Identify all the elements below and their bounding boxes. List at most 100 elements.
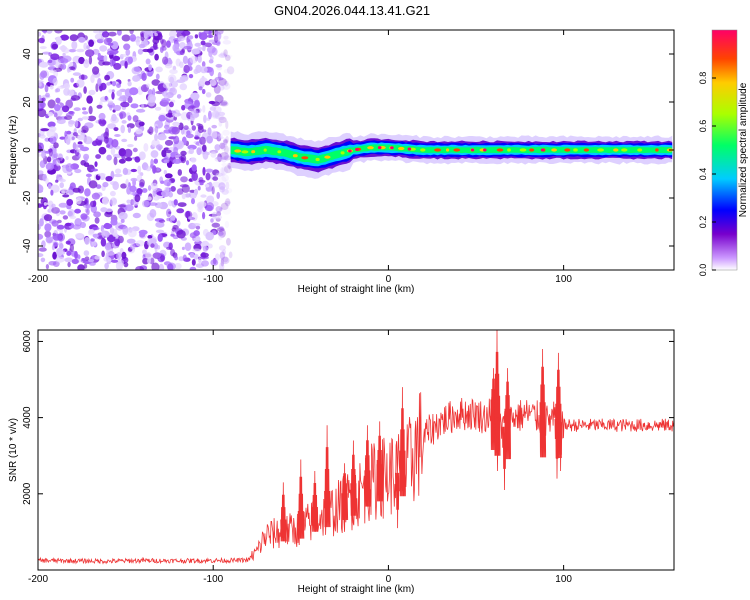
noise-blob <box>132 75 140 82</box>
noise-blob <box>97 78 102 87</box>
noise-blob <box>191 164 197 172</box>
noise-blob <box>181 104 186 111</box>
noise-blob <box>92 66 100 75</box>
noise-blob <box>132 212 141 219</box>
noise-blob <box>173 199 178 206</box>
signal-peak <box>263 148 267 152</box>
noise-blob <box>117 204 126 208</box>
noise-blob <box>114 238 121 247</box>
signal-peak <box>324 155 331 159</box>
noise-blob <box>126 123 135 129</box>
noise-blob <box>202 144 207 152</box>
noise-blob <box>228 251 233 259</box>
noise-blob <box>95 154 101 159</box>
signal-peak <box>573 148 578 152</box>
noise-blob <box>152 252 162 259</box>
colorbar-tick-label: 0.2 <box>698 216 708 229</box>
noise-blob <box>220 101 229 107</box>
noise-blob <box>187 144 197 150</box>
noise-blob <box>88 229 95 234</box>
noise-blob <box>88 89 96 96</box>
noise-blob <box>163 179 172 187</box>
noise-blob <box>157 133 167 141</box>
noise-blob <box>56 247 63 257</box>
noise-blob <box>170 186 176 192</box>
noise-blob <box>154 133 158 141</box>
noise-blob <box>69 215 77 220</box>
signal-peak <box>496 148 504 152</box>
noise-blob <box>158 263 165 270</box>
noise-blob <box>86 45 90 50</box>
noise-blob <box>72 72 81 76</box>
noise-blob <box>88 39 94 47</box>
snr-spike <box>341 463 349 521</box>
spectrogram-marks <box>38 30 674 270</box>
noise-blob <box>38 233 44 240</box>
noise-blob <box>218 176 227 185</box>
noise-blob <box>111 139 119 148</box>
noise-blob <box>59 136 66 140</box>
noise-blob <box>120 101 130 108</box>
noise-blob <box>219 207 223 211</box>
noise-blob <box>209 106 217 111</box>
noise-blob <box>84 199 88 205</box>
snr-spike <box>399 387 406 497</box>
signal-peak <box>564 148 571 152</box>
noise-blob <box>223 35 229 40</box>
signal-peak <box>597 148 604 152</box>
signal-peak <box>398 146 405 151</box>
noise-blob <box>65 99 73 109</box>
noise-blob <box>132 147 138 153</box>
1-xtick-label: -100 <box>203 574 223 585</box>
noise-blob <box>98 112 106 121</box>
signal-max-peak <box>390 146 394 150</box>
noise-blob <box>218 53 228 58</box>
noise-blob <box>218 226 224 230</box>
noise-blob <box>209 79 217 86</box>
noise-blob <box>194 99 200 109</box>
noise-blob <box>156 144 163 150</box>
noise-blob <box>83 250 90 256</box>
noise-blob <box>226 162 232 169</box>
noise-blob <box>155 229 165 234</box>
noise-blob <box>129 34 137 42</box>
noise-blob <box>80 160 86 166</box>
noise-blob <box>221 188 229 195</box>
noise-blob <box>43 214 53 222</box>
noise-blob <box>200 40 206 46</box>
noise-blob <box>130 177 138 182</box>
noise-blob <box>219 142 226 149</box>
noise-blob <box>205 172 211 181</box>
noise-blob <box>125 178 129 188</box>
noise-blob <box>182 55 188 65</box>
noise-blob <box>155 66 163 73</box>
noise-blob <box>209 67 215 77</box>
noise-blob <box>137 165 142 175</box>
noise-blob <box>120 124 125 134</box>
noise-blob <box>221 163 228 167</box>
noise-blob <box>164 124 170 130</box>
noise-blob <box>211 186 215 195</box>
noise-blob <box>142 249 147 255</box>
noise-blob <box>189 109 199 119</box>
noise-blob <box>109 227 115 234</box>
noise-blob <box>194 34 199 39</box>
0-ytick-label: -20 <box>22 190 33 205</box>
noise-blob <box>76 148 81 153</box>
noise-blob <box>151 79 161 86</box>
noise-blob <box>104 242 112 251</box>
snr-spike <box>504 368 511 460</box>
0-ytick-label: 20 <box>22 96 33 108</box>
noise-blob <box>52 241 59 247</box>
noise-blob <box>45 236 53 244</box>
noise-blob <box>188 35 194 40</box>
noise-blob <box>224 179 231 183</box>
noise-blob <box>224 145 229 155</box>
snr-dip <box>554 419 560 479</box>
noise-blob <box>217 231 224 236</box>
noise-blob <box>81 74 85 81</box>
noise-blob <box>110 219 118 226</box>
noise-blob <box>134 135 138 141</box>
noise-blob <box>54 104 61 112</box>
